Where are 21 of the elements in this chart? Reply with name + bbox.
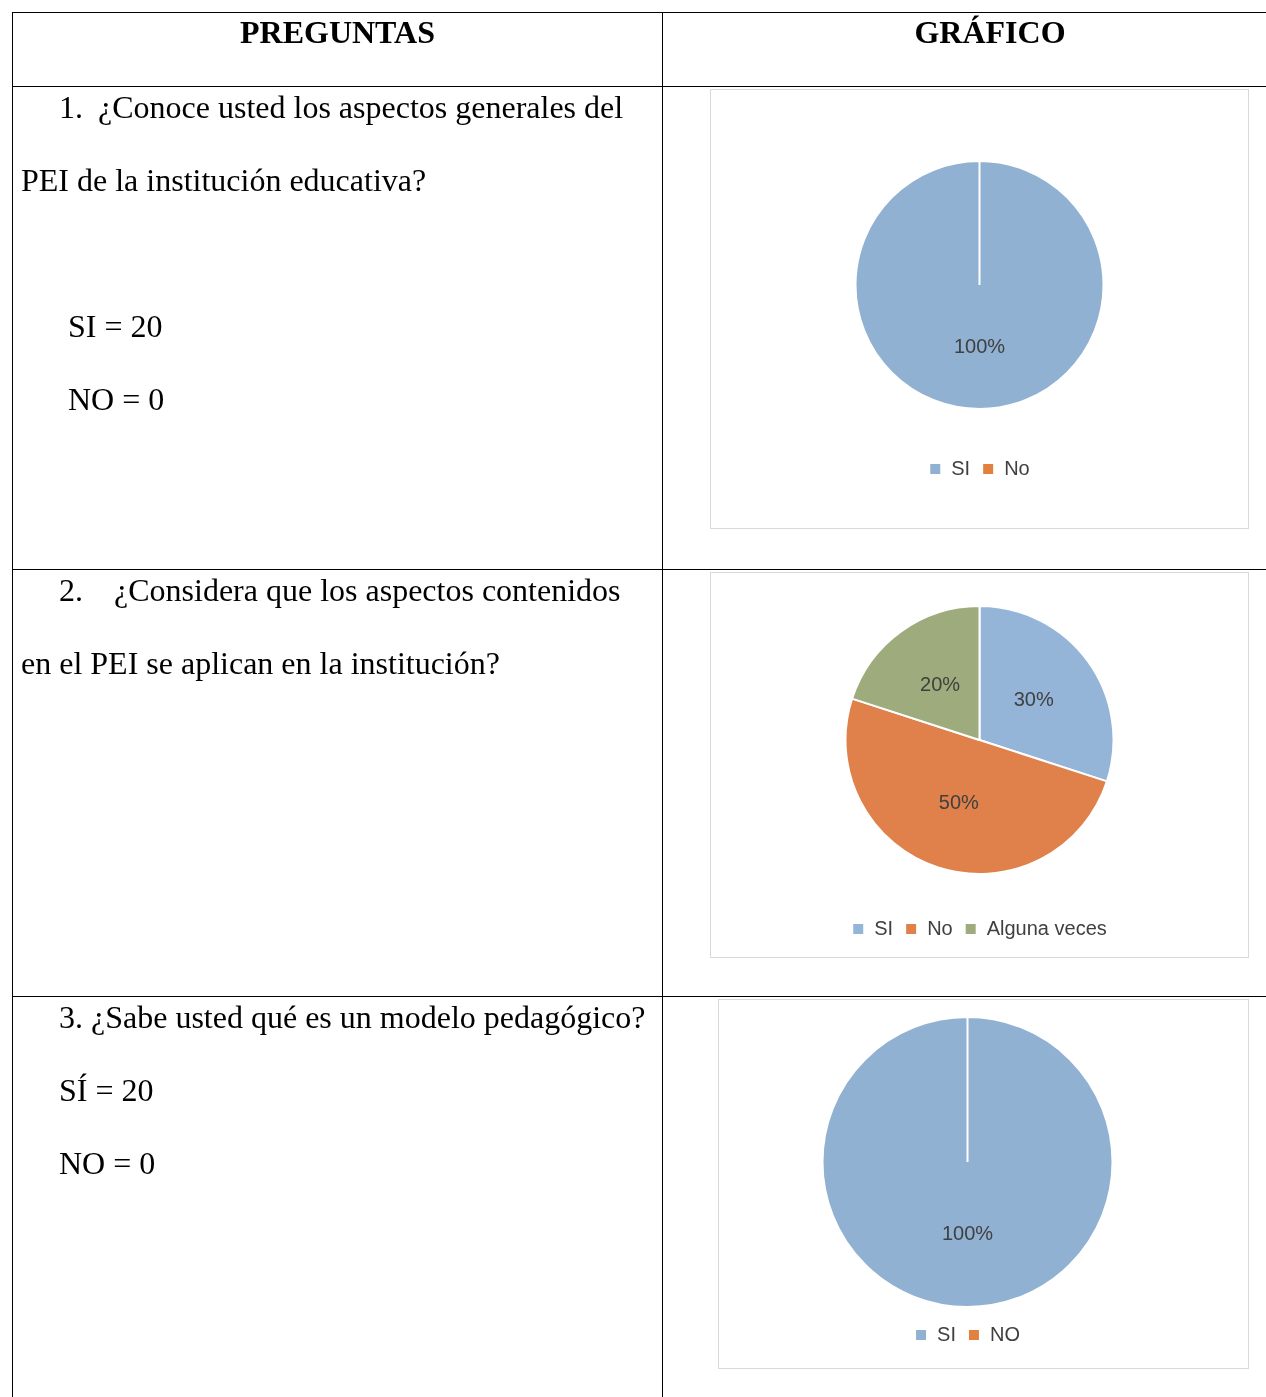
text: NO = 0 [59, 1144, 157, 1183]
legend-label: Alguna veces [986, 916, 1107, 939]
data-label: 20% [920, 673, 961, 696]
data-label: 30% [1013, 688, 1054, 711]
data-label: 50% [938, 791, 980, 814]
legend-label: NO [989, 1322, 1020, 1345]
legend-label: SI [874, 916, 894, 939]
text: SI = 20 [68, 307, 164, 346]
text: PREGUNTAS [12, 13, 663, 86]
legend-label: No [927, 916, 953, 939]
text: 2. ¿Considera que los aspectos contenidos en el PEI se aplican en la institución? [21, 572, 621, 681]
text: SÍ = 20 [59, 1071, 155, 1110]
data-label: 100% [953, 334, 1006, 357]
legend-label: No [1004, 456, 1030, 479]
text: NO = 0 [68, 380, 166, 419]
text: 1. ¿Conoce usted los aspectos generales del PEI de la institución educativa? [21, 89, 624, 198]
data-label: 100% [941, 1222, 994, 1245]
legend-label: SI [937, 1322, 956, 1345]
text: GRÁFICO [913, 13, 1067, 52]
legend-label: SI [951, 456, 971, 479]
text: 3. ¿Sabe usted qué es un modelo pedagógico? [58, 998, 647, 1037]
